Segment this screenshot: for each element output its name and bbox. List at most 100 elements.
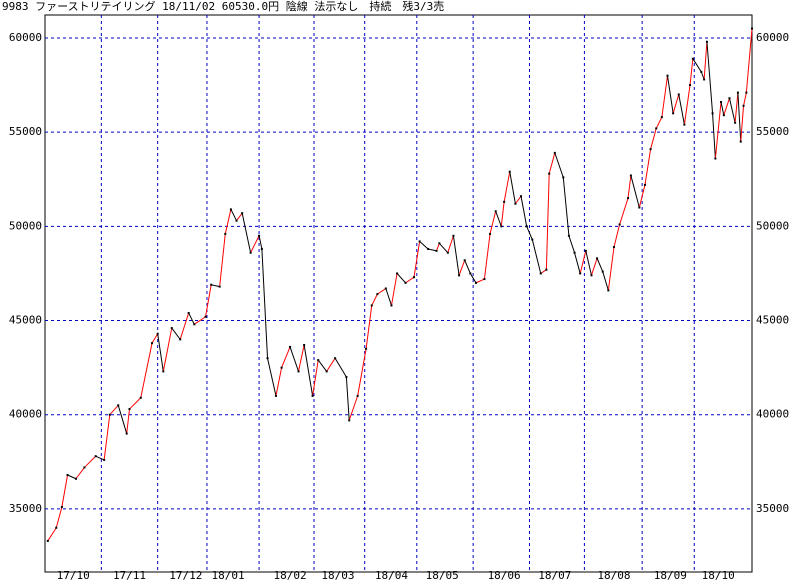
price-point bbox=[751, 27, 753, 30]
price-segment bbox=[317, 359, 328, 372]
price-segment bbox=[84, 455, 97, 468]
price-segment bbox=[661, 75, 668, 118]
price-segment bbox=[574, 252, 581, 274]
price-segment bbox=[464, 260, 471, 274]
price-point bbox=[224, 232, 227, 235]
price-segment bbox=[345, 377, 350, 421]
price-segment bbox=[568, 235, 576, 253]
price-segment bbox=[720, 101, 725, 116]
price-point bbox=[229, 208, 232, 211]
price-point bbox=[139, 396, 142, 399]
price-segment bbox=[348, 395, 359, 421]
price-point bbox=[573, 251, 576, 254]
price-segment bbox=[458, 260, 466, 276]
price-segment bbox=[554, 152, 564, 178]
price-point bbox=[638, 206, 641, 209]
price-point bbox=[74, 477, 77, 480]
price-point bbox=[629, 174, 632, 177]
price-point bbox=[601, 270, 604, 273]
price-point bbox=[728, 97, 731, 100]
price-point bbox=[463, 259, 466, 262]
price-point bbox=[83, 466, 86, 469]
price-point bbox=[311, 394, 314, 397]
x-tick-label: 18/03 bbox=[321, 569, 354, 581]
price-segment bbox=[171, 327, 181, 340]
price-point bbox=[55, 526, 58, 529]
price-point bbox=[691, 57, 694, 60]
price-segment bbox=[188, 312, 195, 325]
price-point bbox=[303, 344, 306, 347]
price-point bbox=[742, 104, 745, 107]
y-tick-label-right: 50000 bbox=[756, 219, 789, 232]
price-point bbox=[514, 202, 517, 205]
price-segment bbox=[545, 173, 550, 270]
price-point bbox=[258, 234, 261, 237]
price-point bbox=[553, 151, 556, 154]
x-tick-label: 18/09 bbox=[654, 569, 687, 581]
price-point bbox=[117, 404, 120, 407]
y-tick-label: 55000 bbox=[9, 125, 42, 138]
price-point bbox=[655, 127, 658, 130]
price-segment bbox=[579, 250, 587, 274]
price-point bbox=[151, 342, 154, 345]
price-segment bbox=[689, 58, 694, 86]
price-segment bbox=[706, 41, 714, 114]
price-point bbox=[66, 473, 69, 476]
price-point bbox=[249, 251, 252, 254]
price-point bbox=[703, 78, 706, 81]
price-segment bbox=[303, 344, 314, 396]
price-point bbox=[274, 394, 277, 397]
price-point bbox=[103, 458, 106, 461]
price-segment bbox=[365, 305, 373, 349]
price-point bbox=[210, 283, 213, 286]
price-point bbox=[404, 281, 407, 284]
price-point bbox=[539, 272, 542, 275]
price-segment bbox=[419, 241, 429, 250]
price-segment bbox=[509, 171, 516, 204]
price-segment bbox=[205, 284, 212, 317]
price-segment bbox=[140, 343, 153, 398]
price-point bbox=[596, 257, 599, 260]
price-point bbox=[508, 170, 511, 173]
price-point bbox=[458, 274, 461, 277]
price-point bbox=[643, 183, 646, 186]
price-point bbox=[438, 242, 441, 245]
price-segment bbox=[734, 92, 739, 123]
price-segment bbox=[47, 527, 57, 542]
price-point bbox=[390, 304, 393, 307]
price-point bbox=[418, 240, 421, 243]
price-segment bbox=[596, 258, 604, 272]
x-tick-label: 17/11 bbox=[113, 569, 146, 581]
price-point bbox=[660, 116, 663, 119]
price-segment bbox=[413, 241, 421, 278]
price-segment bbox=[692, 58, 702, 73]
chart-title: 9983 ファーストリテイリング 18/11/02 60530.0円 陰線 法示… bbox=[2, 0, 444, 13]
price-point bbox=[483, 278, 486, 281]
price-segment bbox=[590, 258, 598, 276]
price-segment bbox=[740, 105, 745, 142]
price-segment bbox=[250, 235, 260, 253]
price-segment bbox=[298, 344, 305, 372]
x-tick-label: 18/10 bbox=[702, 569, 735, 581]
price-point bbox=[365, 347, 368, 350]
price-segment bbox=[55, 506, 63, 528]
price-point bbox=[720, 101, 723, 104]
price-segment bbox=[67, 474, 77, 480]
price-segment bbox=[312, 360, 319, 396]
price-point bbox=[266, 357, 269, 360]
price-point bbox=[579, 272, 582, 275]
price-point bbox=[193, 323, 196, 326]
price-segment bbox=[405, 276, 415, 284]
price-segment bbox=[61, 474, 69, 508]
price-segment bbox=[602, 271, 609, 291]
price-segment bbox=[745, 28, 753, 93]
price-segment bbox=[267, 358, 277, 396]
y-tick-label-right: 40000 bbox=[756, 408, 789, 421]
price-point bbox=[396, 272, 399, 275]
x-tick-label: 18/04 bbox=[375, 569, 408, 581]
price-point bbox=[677, 93, 680, 96]
price-point bbox=[711, 112, 714, 115]
price-point bbox=[548, 172, 551, 175]
price-segment bbox=[728, 98, 736, 123]
